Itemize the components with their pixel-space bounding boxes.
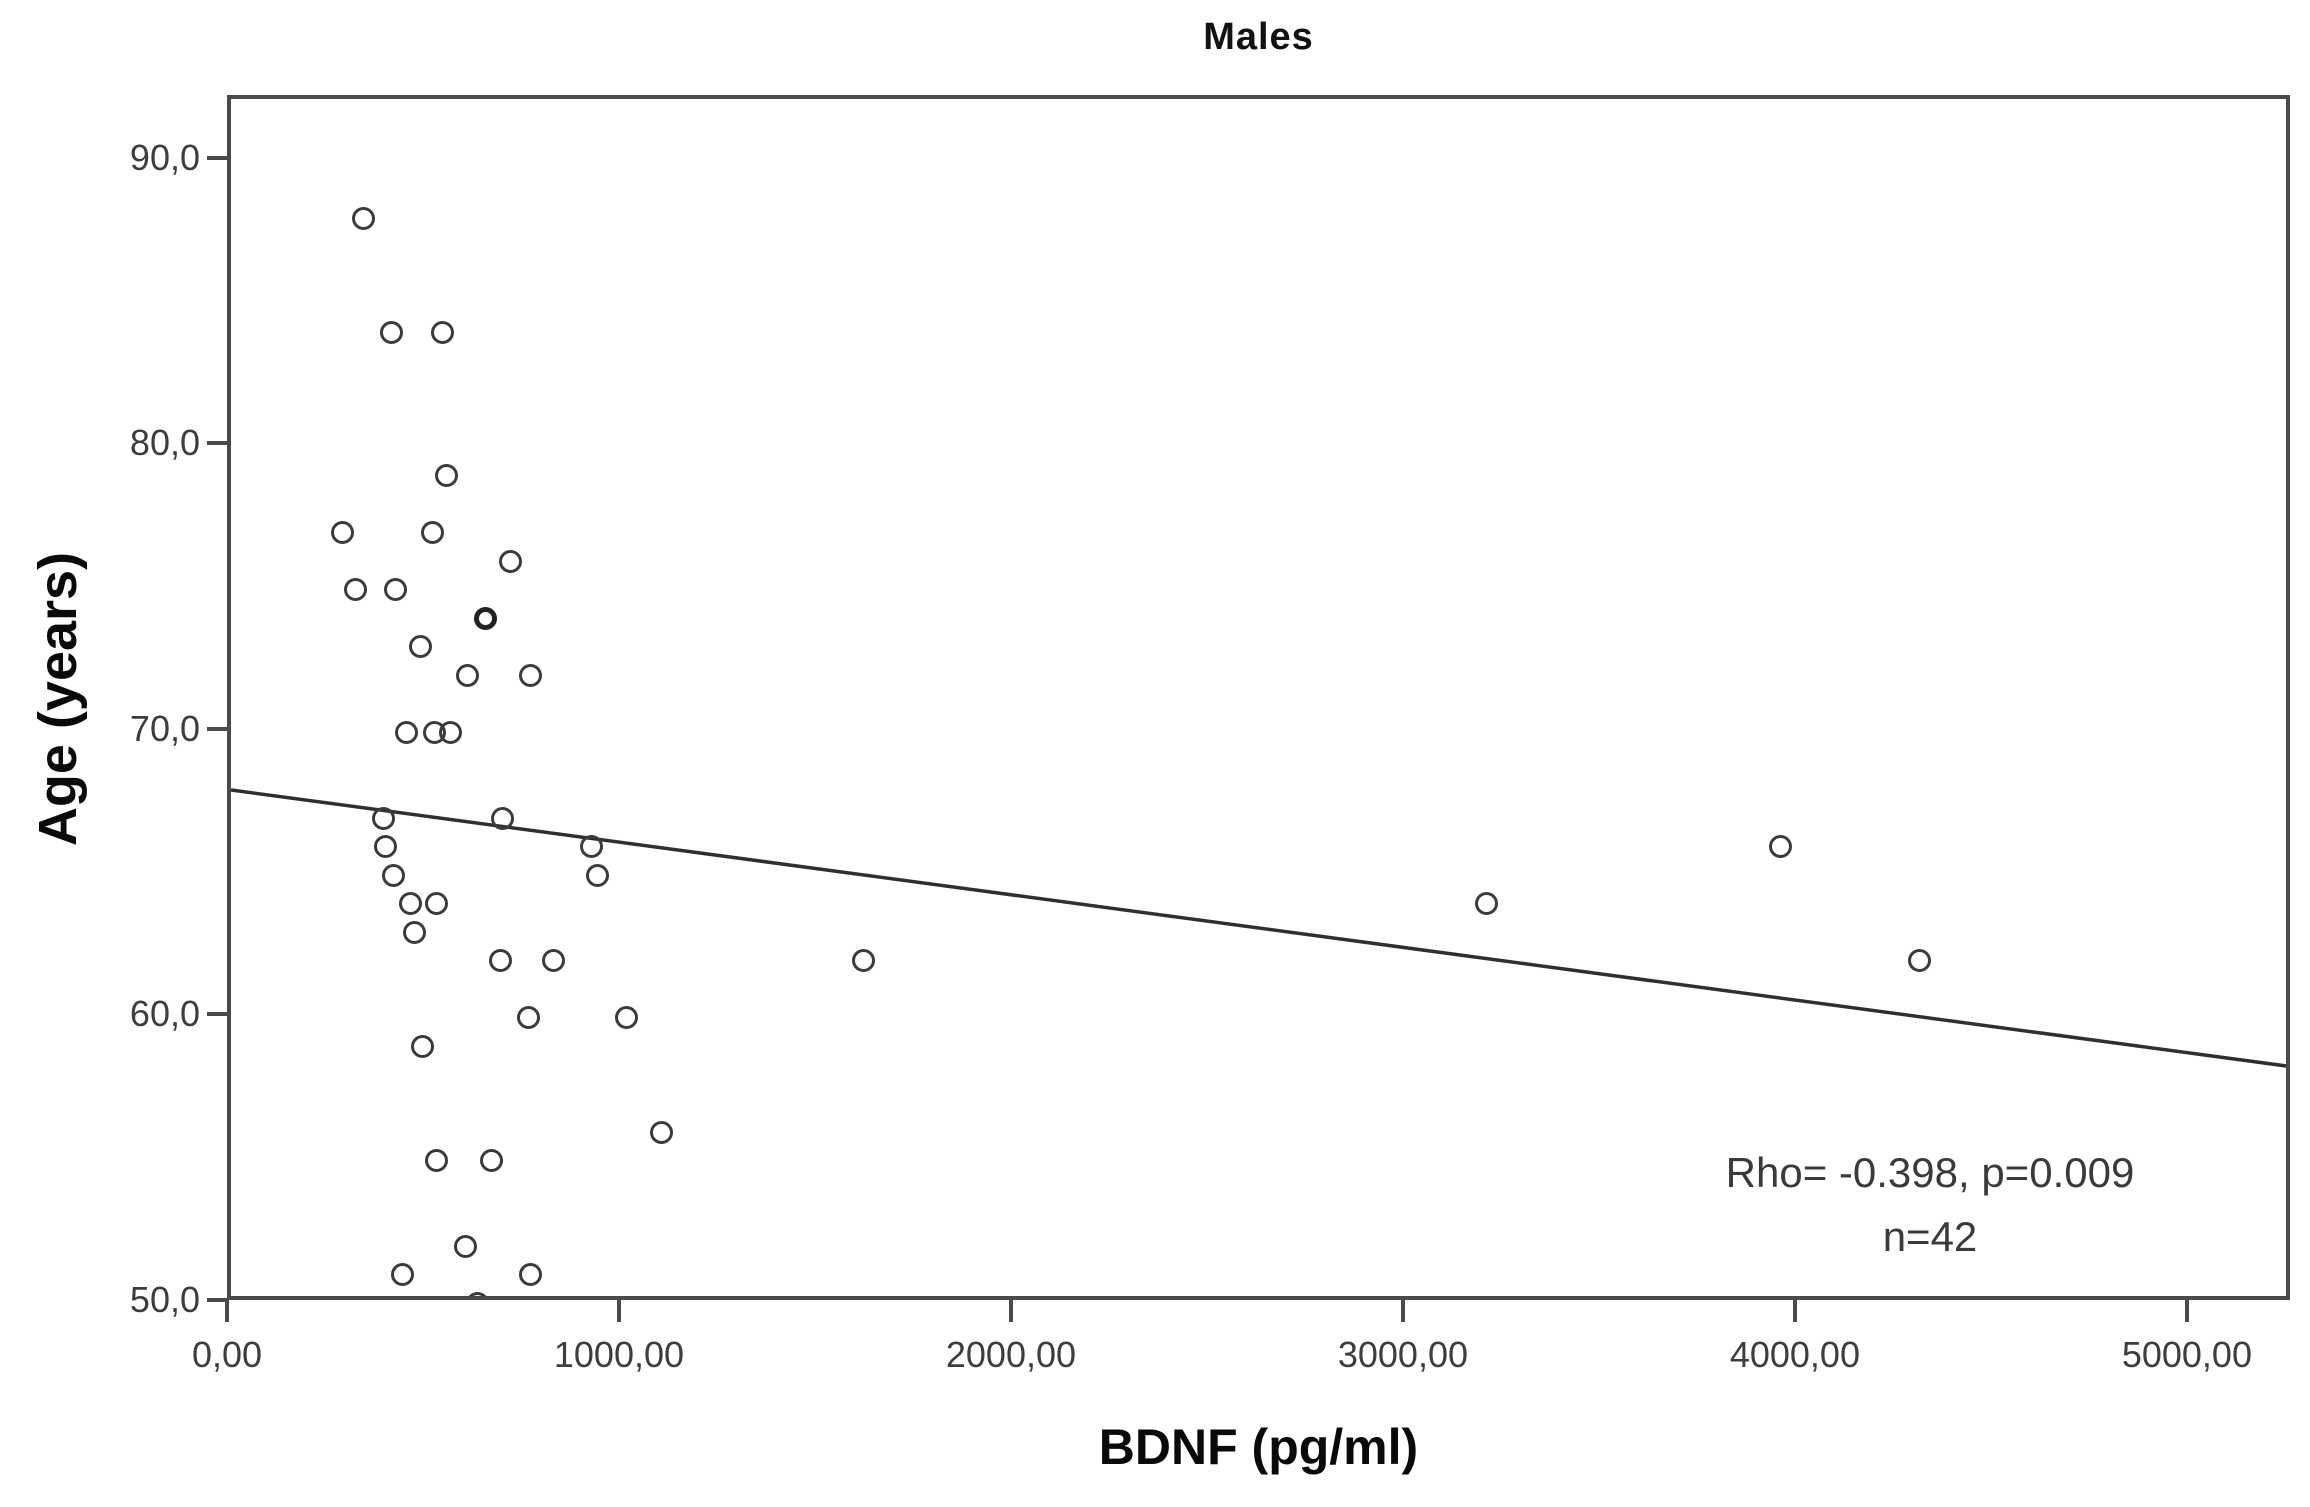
data-point-marker (391, 1263, 415, 1287)
y-axis-title: Age (years) (28, 551, 88, 847)
data-point-marker (420, 521, 444, 545)
data-point-marker (518, 1263, 542, 1287)
data-point-marker (330, 521, 354, 545)
data-point-marker (399, 892, 423, 916)
x-tick-mark (1792, 1300, 1797, 1322)
data-point-marker (499, 549, 523, 573)
x-axis-title: BDNF (pg/ml) (1098, 1419, 1419, 1475)
x-tick-label: 4000,00 (1729, 1334, 1860, 1375)
y-tick-mark (207, 1298, 227, 1302)
chart-title: Males (1203, 16, 1314, 58)
x-tick-mark (2184, 1300, 2189, 1322)
x-tick-mark (225, 1300, 229, 1322)
x-tick-label: 3000,00 (1337, 1334, 1468, 1375)
data-point-marker (1769, 835, 1793, 859)
data-point-marker (518, 663, 542, 687)
y-tick-mark (207, 726, 227, 731)
data-point-marker (852, 949, 876, 973)
data-point-marker (434, 463, 458, 487)
x-tick-label: 2000,00 (945, 1334, 1077, 1375)
data-point-marker (430, 321, 454, 345)
data-point-marker (614, 1006, 638, 1030)
x-tick-label: 5000,00 (2121, 1334, 2252, 1375)
regression-line (231, 788, 2286, 1068)
data-point-marker (424, 892, 448, 916)
data-point-marker (479, 1149, 503, 1173)
x-tick-mark (1008, 1300, 1013, 1322)
annotation-line-1: Rho= -0.398, p=0.009 (1725, 1149, 2135, 1196)
data-point-marker (409, 635, 433, 659)
y-tick-mark (207, 1012, 227, 1017)
data-point-marker (411, 1035, 435, 1058)
data-point-marker (454, 1234, 478, 1258)
plot-area (227, 95, 2290, 1300)
data-point-marker (491, 806, 515, 830)
data-point-marker (1908, 949, 1932, 973)
y-tick-mark (207, 155, 227, 160)
y-tick-label: 60,0 (129, 993, 200, 1035)
y-tick-mark (207, 441, 227, 446)
data-point-marker (344, 578, 368, 602)
data-point-marker (403, 920, 427, 944)
data-point-marker (473, 606, 497, 630)
data-point-marker (371, 806, 395, 830)
annotation-line-2: n=42 (1882, 1213, 1978, 1260)
data-point-marker (1475, 892, 1499, 916)
x-tick-label: 1000,00 (553, 1334, 685, 1375)
data-point-marker (424, 1149, 448, 1173)
data-point-marker (650, 1120, 674, 1144)
x-tick-mark (616, 1300, 621, 1322)
x-tick-label: 0,00 (191, 1334, 263, 1375)
data-point-marker (585, 863, 609, 887)
data-point-marker (489, 949, 513, 973)
data-point-marker (579, 835, 603, 859)
data-point-marker (438, 720, 462, 744)
data-point-marker (395, 720, 419, 744)
regression-line-layer (231, 788, 2286, 1068)
data-point-marker (383, 578, 407, 602)
y-tick-label: 90,0 (129, 136, 200, 178)
x-tick-mark (1400, 1300, 1405, 1322)
y-tick-label: 50,0 (129, 1279, 200, 1320)
y-tick-label: 80,0 (129, 422, 200, 464)
data-point-marker (516, 1006, 540, 1030)
data-point-marker (352, 206, 376, 230)
data-point-marker (542, 949, 566, 973)
stats-annotation: Rho= -0.398, p=0.009 n=42 (1640, 1141, 2220, 1269)
data-point-marker (456, 663, 480, 687)
data-point-marker (381, 863, 405, 887)
y-tick-label: 70,0 (129, 707, 200, 749)
data-point-marker (373, 835, 397, 859)
data-point-marker (379, 321, 403, 345)
